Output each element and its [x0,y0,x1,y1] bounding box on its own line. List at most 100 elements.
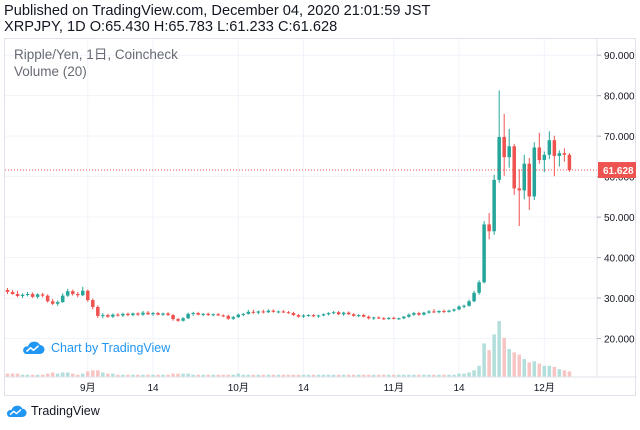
volume-bar [517,354,521,377]
tradingview-watermark[interactable]: Chart by TradingView [21,341,170,355]
price-chart[interactable]: 20.000 30.000 40.000 50.000 60.000 70.000 80.0… [5,39,637,397]
volume-bar [196,374,200,377]
candle-body [527,163,532,197]
volume-bar [336,374,341,377]
candle-body [346,312,351,315]
candle-body [547,140,552,155]
candle-body [502,136,506,158]
volume-bar [366,374,371,377]
candle-body [241,313,246,315]
candle-body [316,315,321,317]
last-price-tag-bg [598,162,636,179]
volume-bar [136,374,140,377]
candle-body [25,294,30,296]
candle-body [266,310,271,313]
candle-body [522,163,527,191]
volume-bar [437,374,441,377]
candle-body [126,313,130,316]
volume-bar [271,374,276,377]
volume-bar [246,374,251,377]
volume-bar [35,374,40,377]
price-tick-label: 60.000 [604,173,635,184]
volume-bar [477,365,481,377]
volume-bar [361,374,366,377]
price-tick-label: 80.000 [604,92,635,103]
time-tick-label: 10月 [228,382,249,394]
candle-body [231,317,236,319]
volume-bar [30,374,35,377]
candle-body [35,294,40,297]
volume-bar [156,374,160,377]
published-info: Published on TradingView.com, December 0… [4,3,431,19]
tradingview-logo-icon [6,405,27,417]
candle-body [5,289,10,292]
candle-body [437,311,441,313]
candle-body [377,317,381,319]
volume-bar [331,374,336,377]
volume-bar [397,374,401,377]
volume-bar [346,374,351,377]
volume-bar [522,359,527,377]
candle-body [271,310,276,312]
candle-body [136,313,140,315]
ohlc-summary: XRPJPY, 1D O:65.430 H:65.783 L:61.233 C:… [4,19,338,35]
volume-bar [462,373,466,377]
volume-bar [226,374,231,377]
volume-bar [25,374,30,377]
candle-body [427,311,431,313]
volume-bar [201,374,205,377]
chart-panel[interactable]: 20.000 30.000 40.000 50.000 60.000 70.000 80.0… [4,38,637,397]
volume-bar [567,371,572,377]
candle-body [146,312,150,315]
volume-bar [10,373,15,377]
last-price-tag: 61.628 [598,162,636,179]
candle-body [166,313,170,316]
volume-legend[interactable]: Volume (20) [14,64,87,79]
series-legend[interactable]: Ripple/Yen, 1日, Coincheck [14,47,178,62]
volume-bar [161,374,165,377]
volume-bar [50,372,55,377]
candle-body [191,313,195,315]
candle-body [45,295,50,302]
candle-body [311,315,316,317]
time-axis[interactable]: 9月 14 10月 14 11月 14 12月 [5,376,637,394]
candle-body [256,311,261,313]
candle-body [186,313,190,319]
volume-bar [266,374,271,377]
candle-body [492,179,496,232]
volume-bar [552,366,557,377]
candle-body [452,309,456,311]
cloud-chart-icon [23,341,45,354]
time-tick-label: 14 [147,383,159,394]
candle-body [70,291,75,295]
candle-body [482,224,486,283]
volume-bar [276,374,281,377]
volume-bar [81,373,85,377]
candle-body [20,294,25,297]
volume-bar [326,374,331,377]
volume-bar [507,349,511,377]
candle-body [321,314,326,316]
candle-body [201,313,205,315]
volume-bar [55,373,60,377]
candle-body [532,147,537,197]
volume-bar [412,374,416,377]
candle-body [567,154,572,171]
candle-body [246,311,251,314]
candle-body [432,311,436,313]
candle-body [141,312,145,315]
volume-bar [457,373,461,377]
candle-body [251,311,256,313]
volume-bar [236,373,241,377]
volume-bar [321,374,326,377]
candle-body [487,224,491,232]
volume-bar [306,374,311,377]
candle-body [422,312,426,315]
volume-bar [492,334,496,377]
candle-body [291,313,296,316]
candle-body [412,313,416,315]
price-axis[interactable]: 20.000 30.000 40.000 50.000 60.000 70.000 80.0… [597,51,635,346]
volume-bar [557,369,562,377]
volume-bar [126,374,130,377]
tradingview-brand[interactable]: TradingView [5,404,100,418]
